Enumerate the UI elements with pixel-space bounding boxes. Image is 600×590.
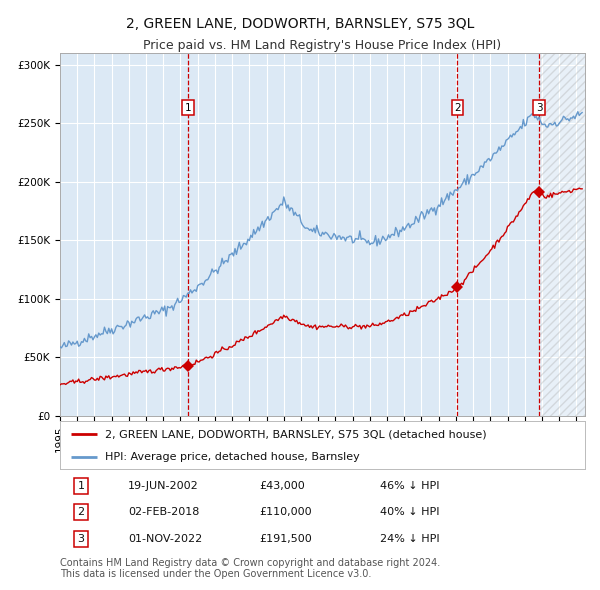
Text: 01-NOV-2022: 01-NOV-2022 <box>128 534 203 544</box>
Text: 2, GREEN LANE, DODWORTH, BARNSLEY, S75 3QL: 2, GREEN LANE, DODWORTH, BARNSLEY, S75 3… <box>126 17 474 31</box>
Text: 3: 3 <box>77 534 85 544</box>
Text: 24% ↓ HPI: 24% ↓ HPI <box>380 534 440 544</box>
Text: 02-FEB-2018: 02-FEB-2018 <box>128 507 200 517</box>
Text: 1: 1 <box>77 481 85 491</box>
Text: £110,000: £110,000 <box>260 507 312 517</box>
Text: £191,500: £191,500 <box>260 534 312 544</box>
Text: 3: 3 <box>536 103 542 113</box>
Bar <box>539 53 585 416</box>
Text: Contains HM Land Registry data © Crown copyright and database right 2024.
This d: Contains HM Land Registry data © Crown c… <box>60 558 440 579</box>
Text: 1: 1 <box>185 103 192 113</box>
Text: HPI: Average price, detached house, Barnsley: HPI: Average price, detached house, Barn… <box>104 452 359 462</box>
Text: 2, GREEN LANE, DODWORTH, BARNSLEY, S75 3QL (detached house): 2, GREEN LANE, DODWORTH, BARNSLEY, S75 3… <box>104 429 486 439</box>
Text: £43,000: £43,000 <box>260 481 305 491</box>
Title: Price paid vs. HM Land Registry's House Price Index (HPI): Price paid vs. HM Land Registry's House … <box>143 39 502 52</box>
Text: 2: 2 <box>77 507 85 517</box>
Text: 2: 2 <box>454 103 461 113</box>
Text: 40% ↓ HPI: 40% ↓ HPI <box>380 507 440 517</box>
Text: 46% ↓ HPI: 46% ↓ HPI <box>380 481 440 491</box>
Text: 19-JUN-2002: 19-JUN-2002 <box>128 481 199 491</box>
